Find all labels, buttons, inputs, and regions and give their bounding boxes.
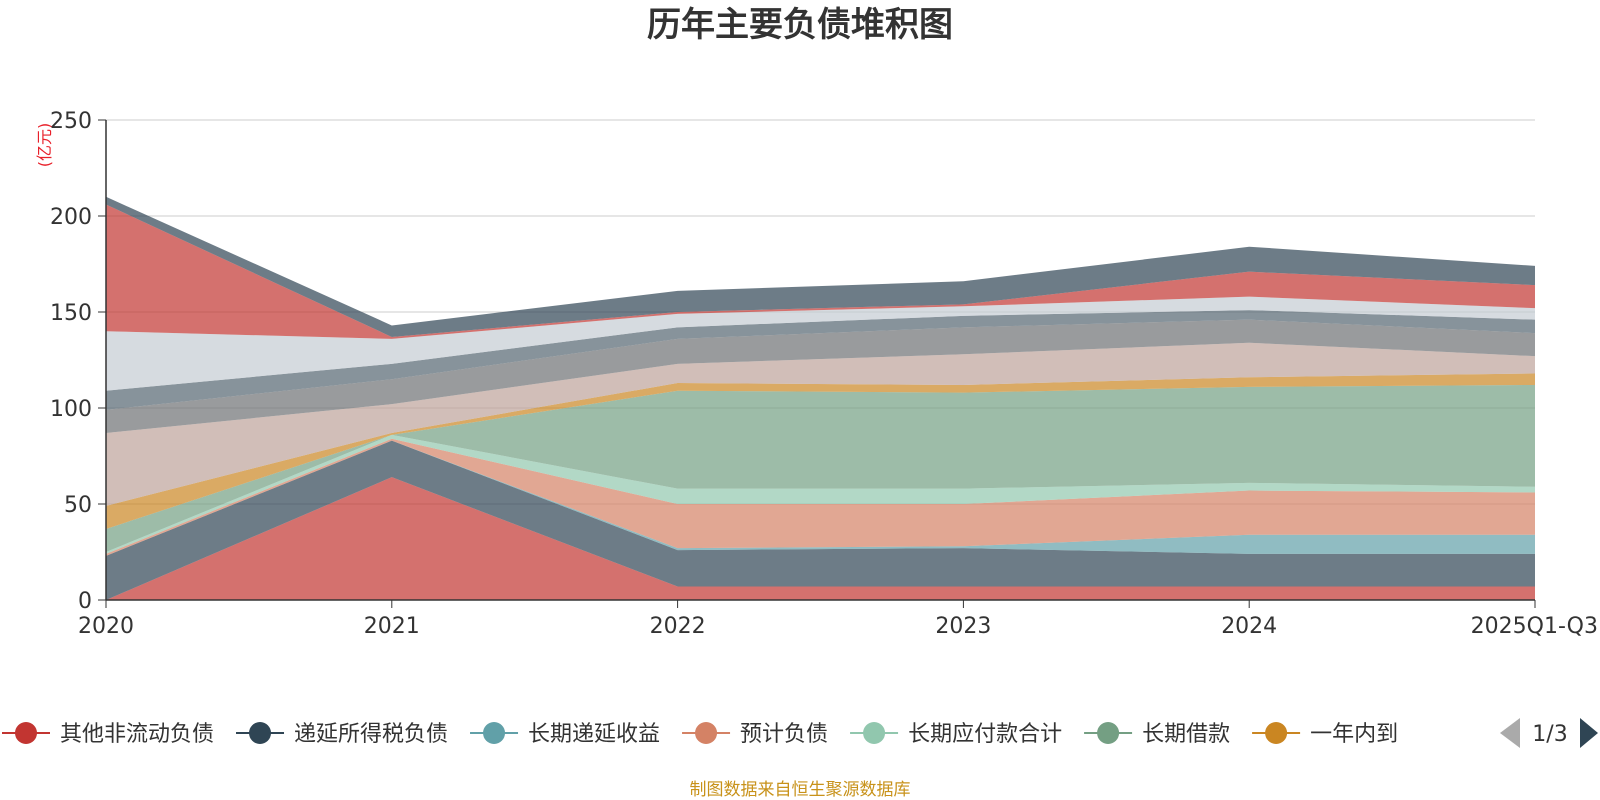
x-tick-label: 2022 (650, 614, 706, 639)
legend-label: 长期应付款合计 (908, 722, 1062, 747)
legend-item[interactable]: 长期应付款合计 (850, 722, 1062, 747)
legend-label: 其他非流动负债 (60, 722, 214, 747)
area-series-3 (106, 440, 1535, 556)
legend-item[interactable]: 递延所得税负债 (236, 722, 448, 747)
area-series-6 (106, 384, 1535, 552)
y-tick-label: 100 (50, 397, 92, 422)
legend-marker (15, 722, 37, 744)
area-series-1 (106, 477, 1535, 600)
area-series-5 (106, 434, 1535, 554)
y-tick-label: 0 (78, 589, 92, 614)
legend-item[interactable]: 长期递延收益 (470, 722, 660, 747)
area-series-8 (106, 342, 1535, 506)
legend-marker (863, 722, 886, 744)
legend-marker (695, 722, 718, 744)
x-tick-label: 2023 (935, 614, 991, 639)
legend-item[interactable]: 其他非流动负债 (2, 722, 214, 747)
legend-prev-page-icon[interactable] (1500, 718, 1520, 748)
chart-title: 历年主要负债堆积图 (647, 5, 953, 45)
legend-item[interactable]: 一年内到 (1252, 722, 1398, 747)
area-series-10 (106, 310, 1535, 410)
area-series-9 (106, 319, 1535, 433)
legend-next-page-icon[interactable] (1580, 718, 1598, 748)
legend-marker (483, 722, 506, 744)
legend-label: 长期递延收益 (528, 722, 660, 747)
source-note: 制图数据来自恒生聚源数据库 (690, 780, 911, 800)
legend-label: 一年内到 (1310, 722, 1398, 747)
x-tick-label: 2024 (1221, 614, 1277, 639)
legend-page-indicator: 1/3 (1532, 722, 1567, 747)
legend-label: 预计负债 (740, 722, 828, 747)
axes: 0 50 100 150 200 250 2020 2021 2022 2023 2024 2025Q… (50, 109, 1598, 639)
legend-label: 长期借款 (1142, 722, 1230, 747)
x-tick-label: 2021 (364, 614, 420, 639)
area-series-2 (106, 440, 1535, 600)
y-tick-label: 150 (50, 301, 92, 326)
y-tick-label: 250 (50, 109, 92, 134)
legend-marker (1097, 722, 1120, 744)
legend-marker (249, 722, 272, 744)
y-axis-unit-label: (亿元) (35, 123, 54, 168)
legend-item[interactable]: 长期借款 (1084, 722, 1230, 747)
area-series-11 (106, 296, 1535, 391)
x-tick-label: 2020 (78, 614, 134, 639)
legend-item[interactable]: 预计负债 (682, 722, 828, 747)
y-tick-label: 50 (64, 493, 92, 518)
y-tick-label: 200 (50, 205, 92, 230)
legend-label: 递延所得税负债 (294, 722, 448, 747)
x-tick-label: 2025Q1-Q3 (1471, 614, 1598, 639)
area-series-layer (106, 196, 1535, 600)
area-series-13 (106, 196, 1535, 337)
legend-marker (1265, 722, 1288, 744)
legend: 其他非流动负债 递延所得税负债 长期递延收益 预计负债 长期应付款合计 长期借款 一年内到 1… (2, 718, 1598, 748)
area-series-4 (106, 438, 1535, 556)
